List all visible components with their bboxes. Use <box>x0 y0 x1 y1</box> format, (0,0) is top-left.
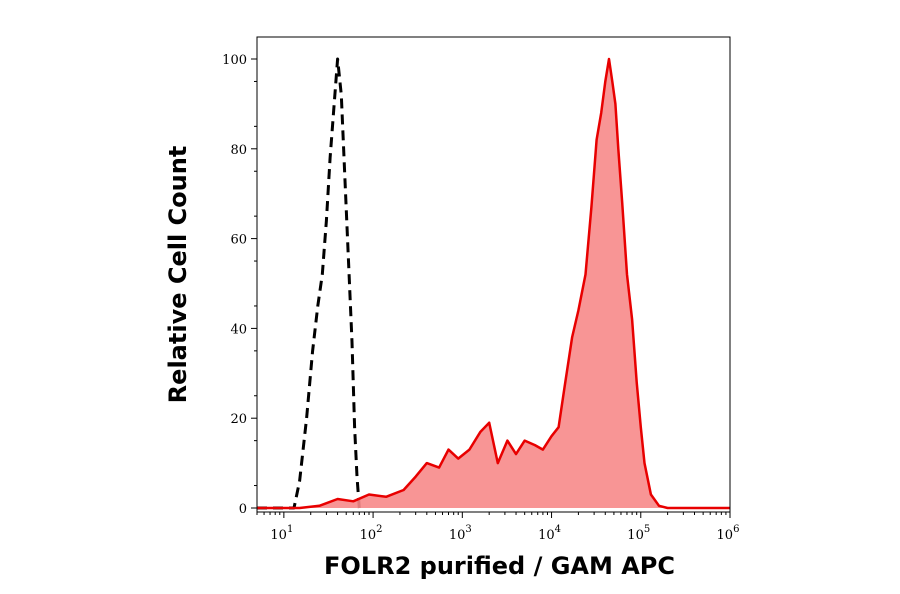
y-tick-label: 0 <box>239 502 247 517</box>
series-1-line <box>257 57 730 510</box>
x-tick-label: 102 <box>360 524 383 543</box>
plot-area <box>257 57 730 510</box>
y-tick-label: 100 <box>222 53 247 68</box>
plot-frame <box>256 36 731 513</box>
y-tick-label: 20 <box>230 412 247 427</box>
x-tick-label: 101 <box>270 524 293 543</box>
series-0-line <box>257 57 361 510</box>
x-tick-label: 103 <box>449 524 472 543</box>
y-axis-title: Relative Cell Count <box>164 146 192 404</box>
y-tick-label: 80 <box>230 143 247 158</box>
y-tick-label: 60 <box>230 233 247 248</box>
x-tick-label: 104 <box>538 524 561 543</box>
y-tick-label: 40 <box>230 322 247 337</box>
series-1-area <box>257 59 730 508</box>
y-axis: 0 20 40 60 80 100 <box>222 53 257 517</box>
x-tick-label: 106 <box>717 524 740 543</box>
x-tick-label: 105 <box>627 524 650 543</box>
x-axis: 101 102 103 104 105 106 <box>256 512 740 543</box>
x-axis-title: FOLR2 purified / GAM APC <box>324 552 675 580</box>
